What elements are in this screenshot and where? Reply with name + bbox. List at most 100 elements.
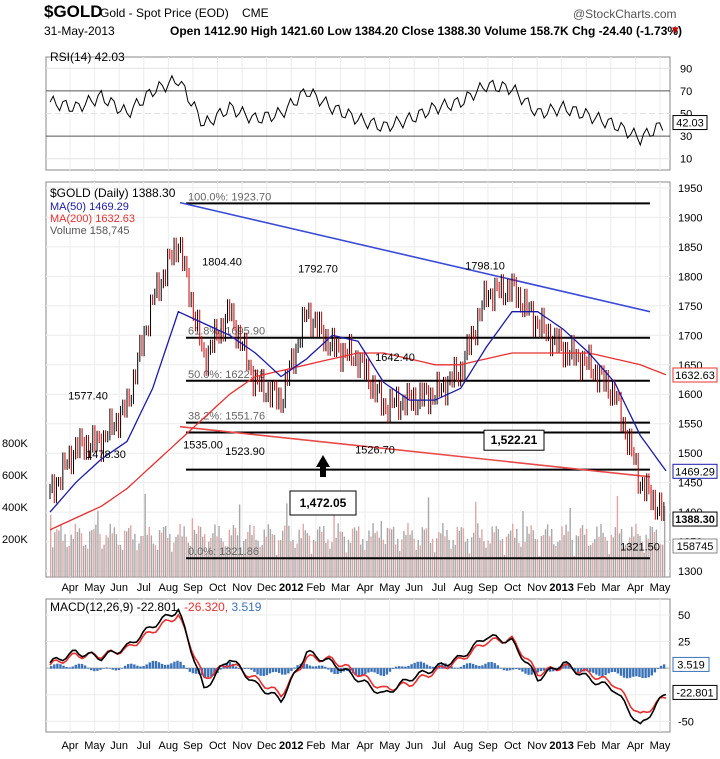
macd-hist-bar (90, 668, 93, 671)
volume-bar (380, 521, 382, 577)
fib-level-label: 50.0%: 1622.78 (188, 369, 265, 381)
macd-hist-bar (638, 668, 641, 677)
volume-bar (91, 530, 93, 577)
volume-bar (204, 534, 206, 577)
price-tick-label: 1600 (678, 389, 702, 401)
volume-bar (169, 533, 171, 577)
macd-hist-bar (564, 663, 567, 669)
volume-bar (269, 529, 272, 577)
month-label: Oct (209, 582, 226, 594)
month-label-bottom: Mar (601, 740, 620, 752)
macd-legend-part: 3.519 (231, 600, 261, 614)
macd-hist-bar (647, 668, 650, 678)
macd-hist-bar (284, 668, 287, 675)
volume-bar (477, 523, 479, 577)
volume-bar (602, 532, 604, 577)
volume-bar (624, 544, 627, 577)
macd-hist-bar (456, 667, 459, 669)
macd-hist-bar (589, 668, 592, 672)
macd-hist-bar (287, 668, 290, 674)
volume-bar (107, 537, 109, 577)
volume-bar (532, 530, 534, 577)
ma200-value-label: 1632.63 (675, 370, 715, 382)
volume-bar (524, 541, 526, 577)
macd-hist-bar (302, 663, 305, 669)
volume-bar (542, 534, 545, 577)
macd-hist-bar (533, 668, 536, 674)
macd-hist-bar (225, 663, 228, 669)
macd-hist-bar (102, 668, 105, 669)
macd-hist-bar (259, 668, 262, 676)
month-label: Dec (257, 582, 277, 594)
volume-value-label-box (672, 538, 718, 554)
macd-hist-bar (210, 668, 213, 677)
volume-bar (265, 536, 267, 577)
macd-hist-bar (629, 668, 632, 678)
macd-hist-bar (459, 666, 463, 669)
volume-bar (557, 541, 559, 577)
volume-bar (115, 534, 118, 577)
rsi-tick-label: 70 (680, 86, 692, 98)
volume-bar (405, 534, 407, 577)
macd-hist-bar (508, 668, 512, 671)
macd-hist-bar (567, 664, 570, 669)
month-label: Sep (183, 582, 203, 594)
volume-bar (70, 534, 72, 577)
volume-bar (56, 529, 58, 577)
volume-bar (132, 539, 134, 577)
ma50-value-label: 1469.29 (675, 466, 715, 478)
macd-hist-bar (462, 664, 466, 669)
volume-bar (271, 534, 274, 577)
volume-bar (663, 506, 666, 577)
macd-tick-label: 25 (678, 637, 690, 649)
macd-hist-bar (552, 668, 555, 672)
volume-bar (518, 542, 520, 577)
volume-bar (433, 552, 436, 577)
volume-bar (60, 524, 62, 577)
macd-hist-bar (422, 662, 426, 669)
macd-hist-bar (431, 666, 435, 669)
macd-hist-bar (327, 668, 330, 670)
macd-hist-bar (314, 666, 318, 669)
macd-hist-bar (425, 664, 429, 669)
month-label-bottom: May (84, 740, 105, 752)
rsi-value-box (672, 115, 708, 131)
volume-bar (154, 545, 157, 577)
macd-hist-bar (204, 668, 207, 678)
macd-hist-bar (244, 668, 247, 670)
macd-hist-bar (151, 660, 155, 669)
volume-bar (76, 531, 79, 577)
volume-bar (581, 525, 584, 577)
price-tick-label: 1950 (678, 183, 702, 195)
volume-bar (657, 549, 660, 577)
month-label-bottom: Aug (454, 740, 474, 752)
volume-bar (130, 525, 132, 577)
volume-bar (585, 528, 588, 577)
volume-bar (187, 542, 189, 577)
month-label: 2012 (279, 582, 303, 594)
volume-bar (425, 528, 428, 577)
macd-legend-part: -26.320, (184, 600, 231, 614)
volume-bar (655, 529, 658, 577)
month-label: Mar (601, 582, 620, 594)
volume-bar (555, 545, 557, 577)
macd-hist-bar (262, 668, 265, 677)
month-label: Oct (504, 582, 521, 594)
volume-bar (206, 553, 208, 577)
volume-bar (193, 529, 196, 577)
quote-line: Open 1412.90 High 1421.60 Low 1384.20 Cl… (170, 24, 683, 38)
volume-bar (331, 542, 333, 577)
macd-hist-bar (413, 662, 416, 669)
peak-annotation: 1478.30 (86, 449, 126, 461)
macd-hist-bar (576, 668, 580, 673)
macd-hist-bar (376, 668, 379, 674)
volume-bar (156, 549, 159, 577)
macd-hist-bar (293, 667, 296, 669)
volume-tick-label: 600K (2, 470, 28, 482)
month-label-bottom: Apr (356, 740, 373, 752)
volume-bar (54, 532, 56, 577)
macd-hist-bar (521, 668, 524, 672)
volume-bar (181, 536, 183, 577)
rsi-tick-label: 10 (680, 154, 692, 166)
volume-bar (351, 528, 354, 577)
